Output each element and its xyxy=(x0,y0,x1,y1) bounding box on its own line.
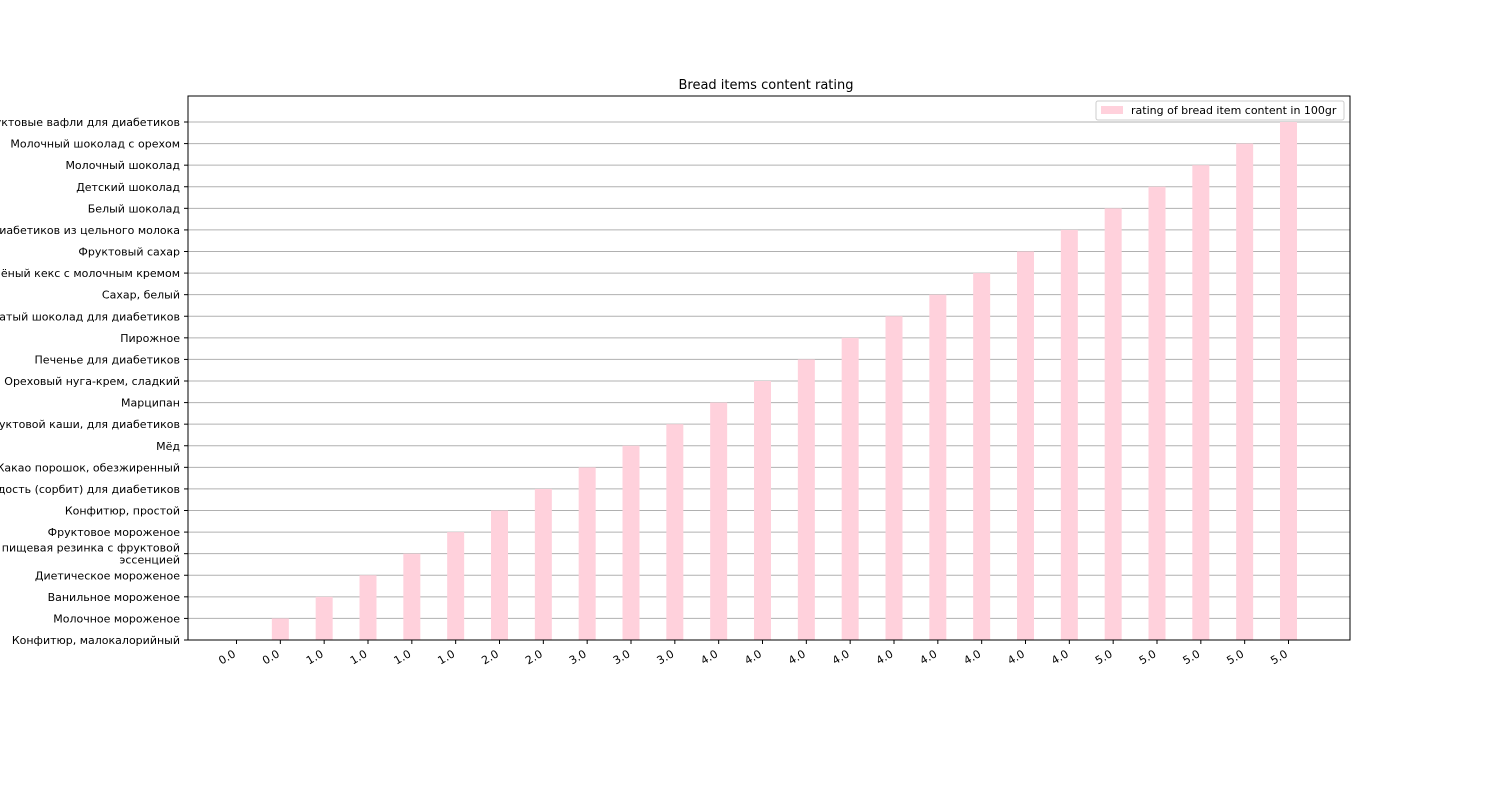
bar xyxy=(315,596,333,640)
x-tick-label: 4.0 xyxy=(699,647,721,667)
y-tick-label: Фруктовые вафли для диабетиков xyxy=(0,116,180,129)
x-tick-label: 4.0 xyxy=(1005,647,1027,667)
x-tick-label: 3.0 xyxy=(655,647,677,667)
bar xyxy=(929,294,947,640)
y-tick-label: Какао порошок, обезжиренный xyxy=(0,461,180,474)
y-tick-label: Печенье для диабетиков xyxy=(35,353,180,366)
bar xyxy=(754,381,771,640)
bar xyxy=(710,402,728,640)
y-tick-label: Печёный кекс с молочным кремом xyxy=(0,267,180,280)
x-tick-label: 1.0 xyxy=(436,647,458,667)
y-tick-label: Молочное мороженое xyxy=(53,612,180,625)
bar xyxy=(885,316,903,640)
x-tick-label: 3.0 xyxy=(611,647,633,667)
chart-title: Bread items content rating xyxy=(678,78,853,93)
x-tick-label: 4.0 xyxy=(1049,647,1071,667)
x-tick-label: 5.0 xyxy=(1093,647,1115,667)
y-tick-label: Молочный шоколад с орехом xyxy=(10,138,180,151)
x-tick-label: 5.0 xyxy=(1225,647,1247,667)
y-tick-label: Ванильное мороженое xyxy=(48,591,181,604)
y-tick-label: Ореховый нуга-крем, сладкий xyxy=(4,375,180,388)
legend: rating of bread item content in 100gr xyxy=(1095,100,1345,121)
bar xyxy=(622,445,640,640)
legend-label: rating of bread item content in 100gr xyxy=(1131,104,1337,117)
y-tick-label: Молочный шоколад xyxy=(65,159,180,172)
y-tick-label: Жевательная пищевая резинка с фруктовойэ… xyxy=(0,542,180,567)
bar xyxy=(1280,122,1297,640)
bar xyxy=(1148,186,1166,640)
bar xyxy=(578,467,596,640)
y-tick-label: Мёд xyxy=(156,440,180,453)
y-tick-label: Белый шоколад xyxy=(88,202,181,215)
y-tick-label: Марципан xyxy=(121,397,180,410)
bar xyxy=(359,575,377,640)
bar xyxy=(491,510,508,640)
bar xyxy=(841,337,859,640)
x-tick-label: 0.0 xyxy=(260,647,282,667)
bar xyxy=(1236,143,1254,641)
bar xyxy=(403,553,421,640)
x-tick-label: 5.0 xyxy=(1181,647,1203,667)
y-tick-label: Фруктовое мороженое xyxy=(48,526,181,539)
x-axis: 0.0 0.0 1.0 1.0 1.0 1.0 2.0 2.0 3.0 3.0 3.0 4.0 4.0 4… xyxy=(216,640,1290,667)
y-tick-label: Пирожное xyxy=(120,332,180,345)
y-tick-label: Сладость (сорбит) для диабетиков xyxy=(0,483,180,496)
y-tick-label: Фруктовый сахар xyxy=(78,246,180,259)
y-tick-label: Детский шоколад xyxy=(76,181,180,194)
y-tick-label: Шоколад для диабетиков из цельного молок… xyxy=(0,224,180,237)
bar xyxy=(1060,229,1078,640)
x-tick-label: 4.0 xyxy=(962,647,984,667)
bar xyxy=(973,273,991,640)
x-tick-label: 0.0 xyxy=(216,647,238,667)
bar xyxy=(534,488,552,640)
plot-frame xyxy=(187,95,1351,641)
bar xyxy=(666,424,684,640)
bar xyxy=(271,618,289,640)
x-tick-label: 5.0 xyxy=(1137,647,1159,667)
bar xyxy=(1104,208,1122,641)
x-tick-label: 4.0 xyxy=(918,647,940,667)
x-tick-label: 1.0 xyxy=(304,647,326,667)
y-tick-label: Сахар, белый xyxy=(102,289,180,302)
x-tick-label: 1.0 xyxy=(392,647,414,667)
bar xyxy=(1192,165,1210,640)
bars xyxy=(271,122,1297,641)
x-tick-label: 2.0 xyxy=(479,647,501,667)
y-tick-label: Конфитюр, простой xyxy=(65,505,180,518)
bar xyxy=(1017,251,1034,640)
y-tick-label: Ноздреватый шоколад для диабетиков xyxy=(0,310,180,323)
y-axis: Конфитюр, малокалорийный Молочное морожен… xyxy=(0,116,188,647)
x-tick-label: 4.0 xyxy=(874,647,896,667)
x-tick-label: 4.0 xyxy=(742,647,764,667)
x-tick-label: 1.0 xyxy=(348,647,370,667)
x-tick-label: 4.0 xyxy=(830,647,852,667)
x-tick-label: 3.0 xyxy=(567,647,589,667)
x-tick-label: 2.0 xyxy=(523,647,545,667)
bar xyxy=(447,532,465,640)
x-tick-label: 4.0 xyxy=(786,647,808,667)
bar xyxy=(797,359,815,640)
legend-box xyxy=(1095,100,1345,121)
y-tick-label: Конфитюр, малокалорийный xyxy=(12,634,180,647)
x-tick-label: 5.0 xyxy=(1268,647,1290,667)
legend-swatch xyxy=(1101,106,1123,114)
y-tick-label: Диетическое мороженое xyxy=(35,569,180,582)
y-tick-label: Смесь для фруктовой каши, для диабетиков xyxy=(0,418,180,431)
